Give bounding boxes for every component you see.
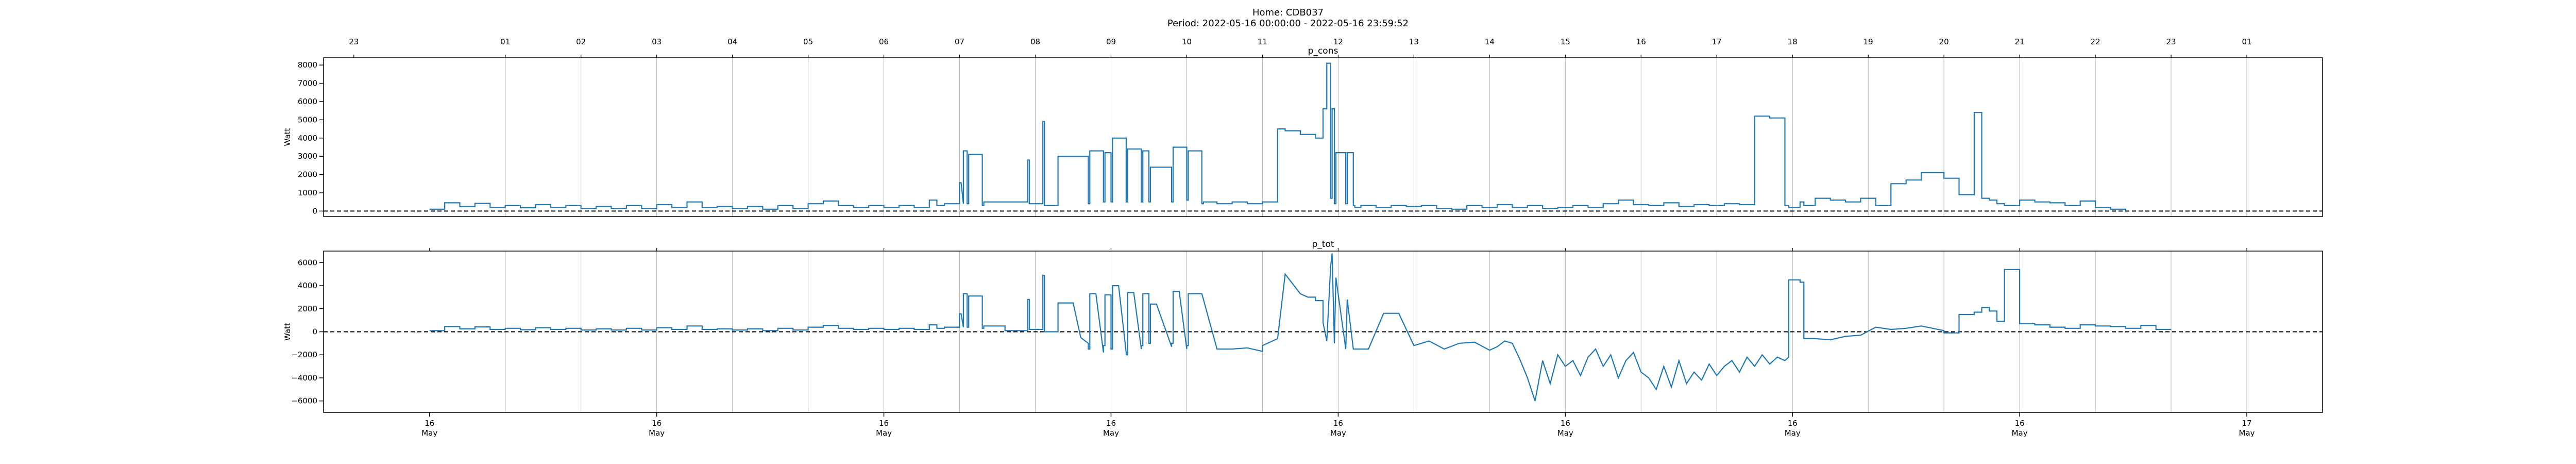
y-tick-label: 4000 bbox=[298, 134, 317, 143]
x-tick-label-month: May bbox=[421, 428, 437, 438]
top-tick-label: 15 bbox=[1561, 37, 1570, 46]
x-tick-label-day: 16 bbox=[1333, 419, 1343, 428]
top-tick-label: 21 bbox=[2015, 37, 2025, 46]
axes-p-cons: 0 1000 2000 3000 4000 5000 6000 7000 8000 Watt p_c… bbox=[283, 37, 2323, 217]
x-tick-label-month: May bbox=[2012, 428, 2028, 438]
y-tick-label: −2000 bbox=[291, 350, 317, 359]
x-tick-label-month: May bbox=[1785, 428, 1801, 438]
top-tick-label: 02 bbox=[576, 37, 586, 46]
top-tick-label: 22 bbox=[2091, 37, 2100, 46]
top-tick-label: 20 bbox=[1939, 37, 1949, 46]
y-axis-label: Watt bbox=[283, 128, 292, 146]
x-tick-label-day: 16 bbox=[425, 419, 434, 428]
figure-title-period: Period: 2022-05-16 00:00:00 - 2022-05-16… bbox=[1167, 18, 1409, 29]
y-tick-label: 4000 bbox=[298, 281, 317, 290]
y-tick-label: 6000 bbox=[298, 258, 317, 267]
y-tick-label: 1000 bbox=[298, 188, 317, 197]
top-tick-label: 18 bbox=[1788, 37, 1798, 46]
top-tick-label: 06 bbox=[879, 37, 889, 46]
series-line-p_tot bbox=[429, 253, 2172, 401]
y-tick-label: 0 bbox=[312, 327, 317, 337]
x-tick-label-month: May bbox=[1103, 428, 1119, 438]
x-tick-label-day: 16 bbox=[2015, 419, 2025, 428]
top-tick-label: 11 bbox=[1258, 37, 1267, 46]
y-tick-label: 7000 bbox=[298, 79, 317, 88]
top-tick-label: 03 bbox=[652, 37, 662, 46]
top-tick-label: 07 bbox=[955, 37, 964, 46]
x-tick-label-month: May bbox=[1557, 428, 1573, 438]
top-tick-label: 16 bbox=[1636, 37, 1646, 46]
x-tick-label-day: 16 bbox=[652, 419, 662, 428]
x-tick-label-month: May bbox=[876, 428, 892, 438]
top-tick-label: 17 bbox=[1712, 37, 1722, 46]
y-tick-label: −6000 bbox=[291, 396, 317, 406]
top-tick-label: 14 bbox=[1485, 37, 1495, 46]
figure-title-home: Home: CDB037 bbox=[1252, 7, 1324, 18]
x-tick-label-day: 17 bbox=[2242, 419, 2251, 428]
axes-title: p_cons bbox=[1308, 46, 1338, 56]
x-tick-label-day: 16 bbox=[879, 419, 889, 428]
y-tick-label: 2000 bbox=[298, 304, 317, 313]
top-tick-label: 12 bbox=[1333, 37, 1343, 46]
top-tick-label: 04 bbox=[727, 37, 737, 46]
y-tick-label: 3000 bbox=[298, 152, 317, 161]
y-axis-label: Watt bbox=[283, 323, 292, 341]
y-tick-label: 5000 bbox=[298, 115, 317, 124]
x-tick-label-day: 16 bbox=[1788, 419, 1798, 428]
y-tick-label: 2000 bbox=[298, 170, 317, 179]
x-tick-label-month: May bbox=[2239, 428, 2255, 438]
y-tick-label: −4000 bbox=[291, 373, 317, 383]
top-tick-label: 10 bbox=[1182, 37, 1192, 46]
axes-p-tot: −6000−4000−20000200040006000Wattp_tot16M… bbox=[283, 239, 2323, 438]
x-tick-label-month: May bbox=[1330, 428, 1346, 438]
y-tick-label: 6000 bbox=[298, 97, 317, 106]
top-tick-label: 09 bbox=[1106, 37, 1116, 46]
top-tick-label: 01 bbox=[2242, 37, 2251, 46]
x-tick-label-month: May bbox=[649, 428, 665, 438]
top-tick-label: 08 bbox=[1030, 37, 1040, 46]
top-tick-label: 01 bbox=[500, 37, 510, 46]
y-tick-label: 0 bbox=[312, 206, 317, 216]
top-tick-label: 19 bbox=[1863, 37, 1873, 46]
series-line-p_cons bbox=[429, 62, 2126, 211]
x-tick-label-day: 16 bbox=[1106, 419, 1116, 428]
top-tick-label: 05 bbox=[803, 37, 813, 46]
axes-title: p_tot bbox=[1312, 239, 1334, 250]
top-tick-label: 23 bbox=[2166, 37, 2176, 46]
top-tick-label: 23 bbox=[349, 37, 359, 46]
top-tick-label: 13 bbox=[1409, 37, 1419, 46]
y-tick-label: 8000 bbox=[298, 60, 317, 70]
x-tick-label-day: 16 bbox=[1561, 419, 1570, 428]
axes-frame bbox=[323, 57, 2323, 217]
